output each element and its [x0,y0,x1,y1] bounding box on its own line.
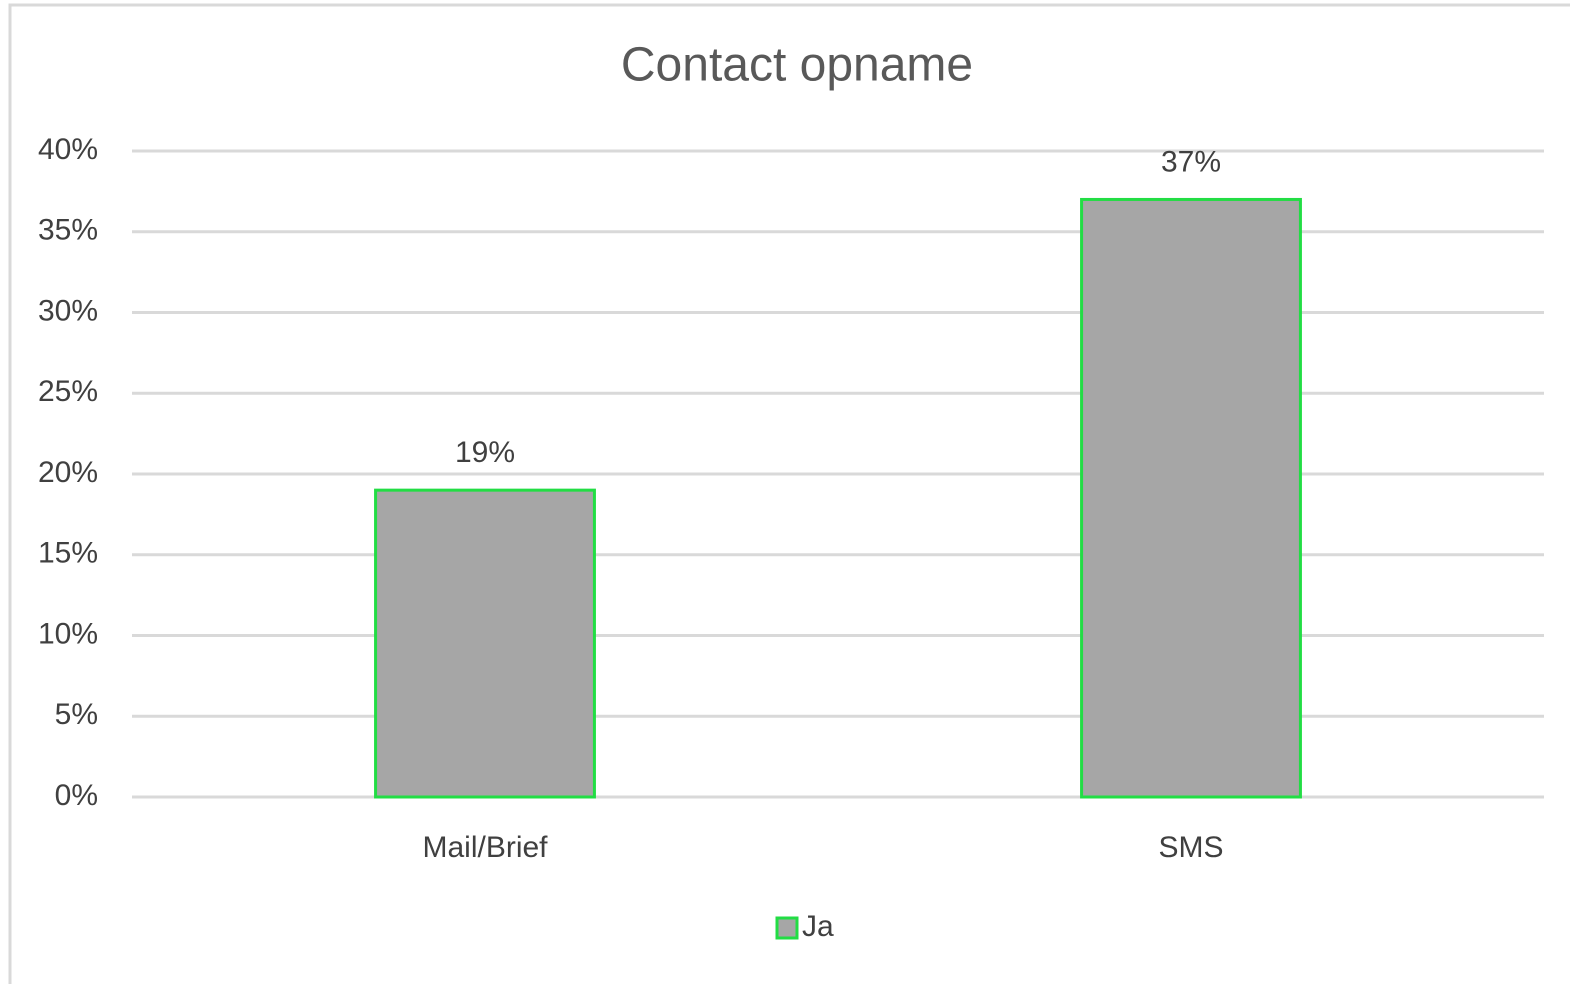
data-label: 37% [1161,145,1221,178]
legend-label: Ja [802,910,834,943]
y-tick-label: 40% [38,133,98,166]
y-tick-label: 35% [38,214,98,247]
y-tick-label: 15% [38,537,98,570]
bar [1080,197,1302,799]
y-tick-label: 30% [38,294,98,327]
x-tick-label: SMS [1158,831,1223,864]
bar [374,488,596,799]
y-tick-label: 20% [38,456,98,489]
chart-title: Contact opname [621,39,973,92]
data-label: 19% [455,436,515,469]
y-tick-label: 5% [55,698,98,731]
chart-frame [8,3,1570,984]
y-tick-label: 25% [38,375,98,408]
x-tick-label: Mail/Brief [422,831,548,864]
y-tick-label: 0% [55,779,98,812]
y-tick-label: 10% [38,617,98,650]
legend-swatch [775,916,799,940]
